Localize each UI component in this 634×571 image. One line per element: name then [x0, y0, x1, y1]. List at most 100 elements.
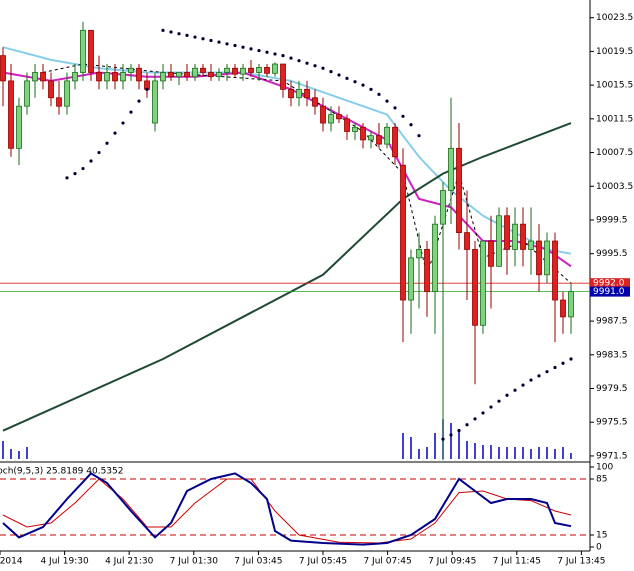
candle-body [136, 67, 142, 82]
candle-body [160, 72, 166, 82]
sar-dot [161, 28, 165, 32]
candle-body [288, 88, 294, 99]
candle-body [408, 257, 414, 301]
x-tick-label: 4 Jul 21:30 [105, 557, 154, 567]
sar-dot [385, 99, 389, 103]
price-label: 9992.0 [593, 279, 625, 289]
y-tick-label: 10011.5 [596, 114, 633, 124]
sar-dot [217, 40, 221, 44]
candle-body [64, 80, 70, 107]
candle-body [312, 97, 318, 107]
candle-body [464, 232, 470, 250]
sar-dot [89, 159, 93, 163]
sar-dot [145, 87, 149, 91]
candle-body [448, 147, 454, 191]
candle-body [440, 190, 446, 225]
sar-dot [193, 35, 197, 39]
sar-dot [97, 150, 101, 155]
y-tick-label: 9971.5 [596, 451, 628, 461]
price-label-box [590, 286, 630, 297]
sar-dot [265, 50, 269, 54]
sar-dot [457, 429, 461, 433]
candle-body [552, 240, 558, 301]
x-tick-label: 7 Jul 07:45 [363, 557, 411, 567]
candle-body [384, 126, 390, 145]
candle-body [40, 72, 46, 82]
candle-body [352, 126, 358, 132]
candle-body [392, 126, 398, 158]
candle-body [128, 67, 134, 73]
sar-dot [529, 378, 533, 382]
y-tick-label: 15 [596, 531, 607, 541]
y-tick-label: 9975.5 [596, 418, 628, 428]
x-tick-label: 7 Jul 03:45 [234, 557, 282, 567]
candle-body [184, 72, 190, 78]
candle-body [72, 72, 78, 82]
candle-body [344, 118, 350, 132]
candle-body [168, 72, 174, 78]
sar-dot [441, 437, 445, 441]
stoch-line [2, 472, 572, 546]
candle-body [56, 97, 62, 107]
sar-dot [137, 99, 141, 103]
sar-dot [329, 70, 333, 74]
candle-body [424, 249, 430, 293]
x-tick-label: 4 Jul 2014 [0, 557, 23, 567]
candle-body [512, 223, 518, 250]
candle-body [272, 63, 278, 74]
candle-body [176, 72, 182, 78]
sar-dot [537, 374, 541, 378]
candle-body [560, 299, 566, 318]
candle-body [536, 240, 542, 276]
sar-dot [113, 131, 117, 135]
candle-body [104, 72, 110, 82]
candle-body [488, 240, 494, 267]
moving-average [42, 63, 572, 284]
sar-dot [353, 80, 357, 84]
sar-dot [209, 38, 213, 43]
y-tick-label: 10015.5 [596, 81, 633, 91]
candle-body [368, 135, 374, 141]
price-label: 9991.0 [593, 287, 625, 297]
candle-body [456, 147, 462, 234]
candle-body [328, 114, 334, 124]
candle-body [240, 67, 246, 75]
sar-dot [241, 45, 245, 49]
x-tick-label: 7 Jul 11:45 [493, 557, 541, 567]
sar-dot [393, 106, 397, 110]
candle-body [304, 88, 310, 99]
candle-body [544, 240, 550, 276]
candle-body [224, 67, 230, 73]
candle-body [568, 291, 574, 318]
candle-body [8, 80, 14, 149]
y-tick-label: 85 [596, 475, 607, 485]
candle-body [504, 215, 510, 250]
candle-body [256, 67, 262, 73]
candle-body [248, 67, 254, 73]
sar-dot [273, 52, 277, 56]
candle-body [0, 55, 6, 82]
candle-body [80, 29, 86, 73]
sar-dot [105, 141, 109, 145]
y-tick-label: 10003.5 [596, 182, 633, 192]
candle-body [360, 126, 366, 141]
sar-dot [369, 87, 373, 91]
candle-body [280, 63, 286, 90]
candle-body [336, 114, 342, 120]
sar-dot [233, 43, 237, 48]
candle-body [208, 72, 214, 78]
candle-body [320, 105, 326, 124]
candle-body [32, 72, 38, 82]
candle-body [16, 105, 22, 149]
sar-dot [497, 399, 501, 403]
x-tick-label: 4 Jul 19:30 [40, 557, 89, 567]
candle-body [432, 223, 438, 293]
sar-dot [505, 393, 509, 397]
sar-dot [81, 166, 85, 171]
candle-body [216, 72, 222, 78]
x-tick-label: 7 Jul 13:45 [557, 557, 605, 567]
sar-dot [473, 417, 477, 421]
candle-body [112, 72, 118, 82]
sar-dot [201, 37, 205, 41]
